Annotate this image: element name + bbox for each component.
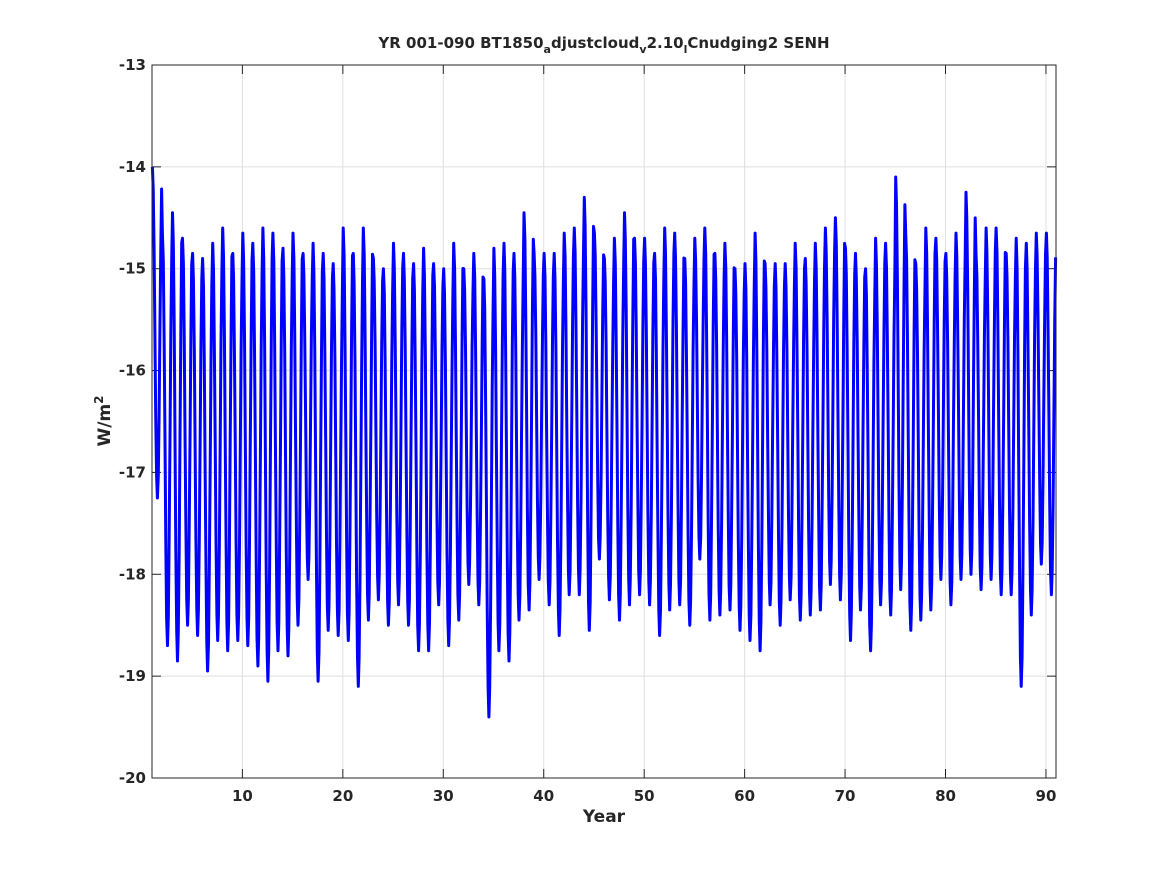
title-fragment-4: 2.10 xyxy=(647,34,684,52)
series-layer xyxy=(150,166,1058,719)
x-tick-label-50: 50 xyxy=(634,787,655,805)
x-tick-label-60: 60 xyxy=(734,787,755,805)
y-tick-label--20: -20 xyxy=(119,769,146,787)
y-axis-label: W/m2 xyxy=(92,395,115,446)
title-fragment-6: Cnudging2 SENH xyxy=(687,34,829,52)
x-tick-label-30: 30 xyxy=(433,787,454,805)
y-tick-label--13: -13 xyxy=(119,56,146,74)
title-fragment-2: djustcloud xyxy=(551,34,639,52)
y-tick-labels: -13 -14 -15 -16 -17 -18 -19 -20 xyxy=(119,56,146,787)
title-fragment-1: a xyxy=(544,43,551,56)
x-tick-label-40: 40 xyxy=(533,787,554,805)
x-tick-label-10: 10 xyxy=(232,787,253,805)
x-tick-label-90: 90 xyxy=(1036,787,1057,805)
x-tick-labels: 10 20 30 40 50 60 70 80 90 xyxy=(232,787,1056,805)
plot-area xyxy=(152,65,1056,778)
plot-frame xyxy=(151,64,1057,779)
title-fragment-0: YR 001-090 BT1850 xyxy=(377,34,543,52)
chart-title: YR 001-090 BT1850adjustcloudv2.10lCnudgi… xyxy=(377,34,829,56)
x-tick-label-80: 80 xyxy=(935,787,956,805)
y-tick-label--14: -14 xyxy=(119,158,146,176)
title-fragment-3: v xyxy=(639,43,647,56)
y-tick-label--15: -15 xyxy=(119,260,146,278)
y-tick-label--19: -19 xyxy=(119,667,146,685)
title-fragment-5: l xyxy=(684,43,688,56)
x-tick-label-70: 70 xyxy=(835,787,856,805)
x-tick-label-20: 20 xyxy=(332,787,353,805)
y-axis-label-exponent: 2 xyxy=(92,395,106,403)
y-axis-label-base: W/m xyxy=(95,404,115,447)
y-tick-label--18: -18 xyxy=(119,565,146,583)
series-line xyxy=(150,166,1058,719)
y-tick-label--17: -17 xyxy=(119,463,146,481)
x-axis-label: Year xyxy=(582,807,626,827)
y-tick-label--16: -16 xyxy=(119,362,146,380)
